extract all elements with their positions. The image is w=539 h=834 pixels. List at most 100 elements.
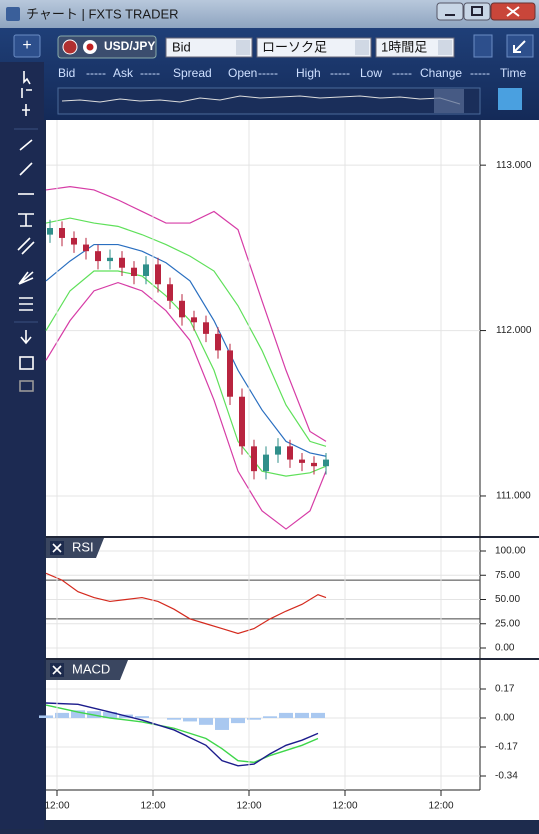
histogram-bar [183, 718, 197, 722]
candle-body [251, 446, 257, 472]
histogram-bar [135, 716, 149, 719]
dropdown-arrow [236, 40, 250, 55]
x-tick-label: 12:00 [332, 801, 357, 812]
panel-toggle[interactable] [473, 34, 493, 58]
x-tick-label: 12:00 [140, 801, 165, 812]
y-tick-label: 0.00 [495, 713, 515, 724]
timeframe: 1時間足 [381, 39, 427, 54]
candle-body [71, 237, 77, 245]
candle-body [143, 264, 149, 276]
histogram-bar [231, 718, 245, 724]
candle-body [263, 454, 269, 472]
candle-body [311, 462, 317, 467]
navigator[interactable] [57, 87, 481, 115]
maximize-button[interactable] [463, 2, 491, 21]
fibo-tool[interactable] [19, 297, 33, 311]
y-tick-label: 111.000 [496, 491, 531, 502]
timeframe-select[interactable] [375, 37, 455, 58]
candle-body [227, 350, 233, 397]
flag-jp-dot [86, 43, 94, 51]
y-tick-label: 0.17 [495, 684, 515, 695]
camera-tool[interactable] [19, 380, 34, 392]
histogram-bar [311, 712, 325, 719]
x-tick-label: 12:00 [236, 801, 261, 812]
app-icon [6, 7, 20, 21]
indicator-line [45, 281, 327, 530]
quote-label: Time [500, 66, 527, 80]
quote-label: ----- [470, 66, 490, 80]
icon [52, 665, 62, 675]
y-tick-label: 75.00 [495, 570, 520, 581]
indicator-line [45, 270, 327, 477]
list-tool[interactable] [19, 356, 34, 370]
add-button[interactable] [13, 34, 41, 58]
candle-body [215, 333, 221, 351]
quote-label: ----- [330, 66, 350, 80]
histogram-bar [199, 718, 213, 725]
quote-label: Change [420, 66, 462, 80]
window-title: チャート | FXTS TRADER [26, 6, 179, 21]
chart-type: ローソク足 [262, 39, 327, 54]
x-tick-label: 12:00 [428, 801, 453, 812]
price-panel [46, 120, 480, 536]
icon: + [22, 37, 31, 54]
download-tool[interactable] [20, 330, 32, 345]
tool-icons [17, 71, 35, 392]
histogram-bar [71, 710, 85, 719]
vline-tool[interactable] [18, 213, 34, 227]
dropdown-arrow [438, 40, 452, 55]
quote-label: ----- [258, 66, 278, 80]
y-tick-label: 0.00 [495, 643, 515, 654]
price-side-select[interactable] [165, 37, 253, 58]
candle-body [155, 264, 161, 285]
indicator-line [45, 243, 327, 457]
navigator-window[interactable] [434, 89, 464, 113]
candle-body [275, 446, 281, 455]
icon [513, 40, 526, 53]
fan-tool[interactable] [18, 271, 34, 285]
scroll-button[interactable] [498, 88, 522, 110]
histogram-bar [215, 718, 229, 730]
candle-body [191, 317, 197, 323]
time-axis [46, 790, 539, 820]
navigator-line [61, 95, 461, 105]
candle-body [47, 228, 53, 235]
icon [52, 543, 62, 553]
symbol-button[interactable] [57, 35, 157, 59]
candle-body [287, 446, 293, 460]
minimize-button[interactable] [436, 2, 464, 21]
quote-label: ----- [140, 66, 160, 80]
chart-type-select[interactable] [256, 37, 372, 58]
histogram-bar [103, 712, 117, 719]
macd-title: MACD [72, 661, 110, 676]
select-tool[interactable] [21, 88, 32, 98]
rsi-line [45, 572, 327, 635]
candle-body [167, 284, 173, 301]
icon [471, 6, 483, 16]
channel-tool[interactable] [17, 237, 35, 255]
candle-body [323, 459, 329, 467]
icon [506, 6, 520, 17]
indicator-line [45, 186, 327, 442]
candle-body [203, 322, 209, 334]
candle-body [59, 228, 65, 238]
quote-label: ----- [392, 66, 412, 80]
quote-label: Spread [173, 66, 212, 80]
pan-tool[interactable] [22, 104, 30, 116]
quote-label: ----- [86, 66, 106, 80]
trend-tool[interactable] [19, 139, 33, 151]
macd-line [45, 702, 319, 767]
histogram-bar [167, 718, 181, 720]
macd-tab [46, 660, 128, 680]
line-tool[interactable] [19, 162, 33, 176]
price-side: Bid [172, 39, 191, 54]
x-tick-label: 12:00 [44, 801, 69, 812]
y-tick-label: -0.17 [495, 742, 518, 753]
indicator-line [45, 217, 327, 447]
histogram-bar [55, 712, 69, 719]
candle-body [95, 251, 101, 262]
pointer-tool[interactable] [23, 71, 31, 85]
candle-body [179, 300, 185, 318]
